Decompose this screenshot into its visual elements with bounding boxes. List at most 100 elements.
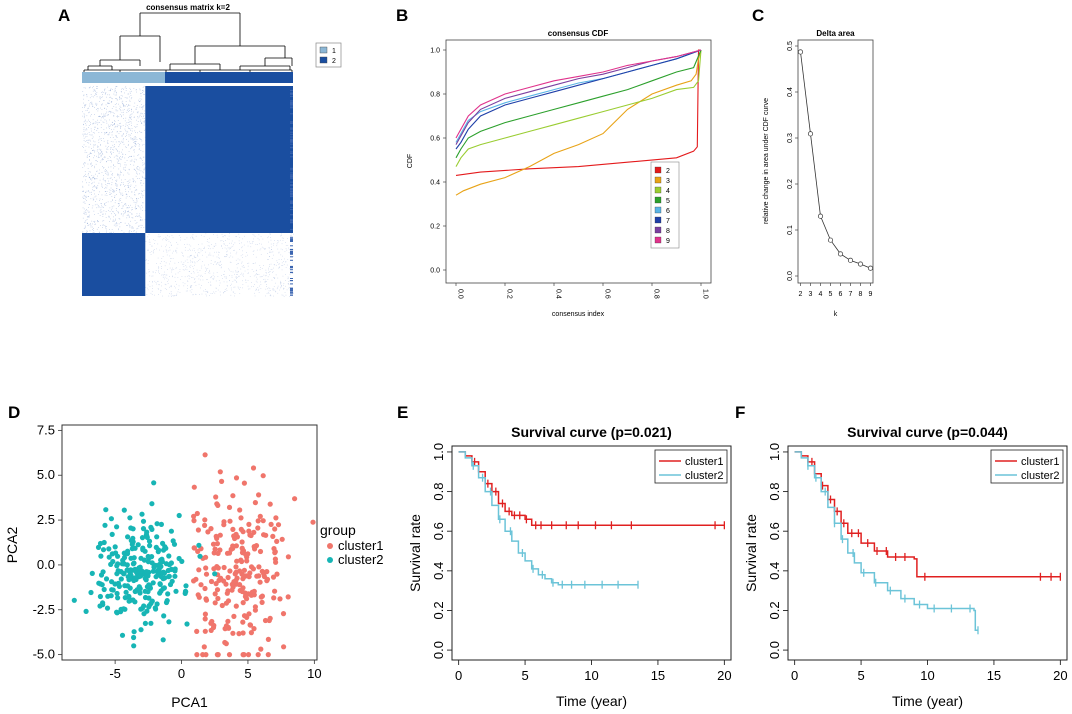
heatmap-noise-cell xyxy=(98,116,99,117)
heatmap-noise-cell xyxy=(292,249,294,251)
heatmap-noise-cell xyxy=(187,281,189,282)
heatmap-noise-cell xyxy=(112,152,114,153)
heatmap-noise-cell xyxy=(129,160,131,162)
heatmap-noise-cell xyxy=(235,253,237,255)
heatmap-noise-cell xyxy=(116,186,118,187)
heatmap-noise-cell xyxy=(130,95,132,96)
pca-point-cluster2 xyxy=(136,584,142,590)
heatmap-noise-cell xyxy=(100,138,102,139)
heatmap-noise-cell xyxy=(140,113,142,115)
heatmap-noise-cell xyxy=(119,97,120,99)
heatmap-noise-cell xyxy=(124,186,125,187)
pca-point-cluster1 xyxy=(277,596,283,602)
pca-point-cluster2 xyxy=(138,555,144,561)
heatmap-noise-cell xyxy=(259,285,260,287)
heatmap-noise-cell xyxy=(96,187,97,189)
heatmap-noise-cell xyxy=(128,210,129,212)
heatmap-noise-cell xyxy=(174,285,175,287)
heatmap-noise-cell xyxy=(151,251,153,252)
pca-point-cluster2 xyxy=(98,553,104,559)
heatmap-noise-cell xyxy=(226,281,228,283)
heatmap-noise-cell xyxy=(124,162,126,163)
heatmap-noise-cell xyxy=(94,141,96,143)
heatmap-noise-cell xyxy=(197,255,198,256)
heatmap-noise-cell xyxy=(157,243,159,245)
heatmap-noise-cell xyxy=(102,91,103,93)
heatmap-noise-cell xyxy=(245,255,247,257)
heatmap-noise-cell xyxy=(193,282,195,283)
heatmap-noise-cell xyxy=(120,126,122,127)
heatmap-noise-cell xyxy=(209,248,211,250)
heatmap-noise-cell xyxy=(106,108,107,110)
heatmap-noise-cell xyxy=(83,127,85,129)
heatmap-noise-cell xyxy=(190,261,192,263)
heatmap-noise-cell xyxy=(193,255,195,257)
heatmap-noise-cell xyxy=(104,204,105,206)
heatmap-noise-cell xyxy=(151,294,153,295)
heatmap-noise-cell xyxy=(126,97,128,99)
heatmap-noise-cell xyxy=(136,124,138,125)
heatmap-noise-cell xyxy=(114,213,115,214)
pca-point-cluster1 xyxy=(201,644,207,650)
heatmap-noise-cell xyxy=(210,263,212,264)
heatmap-noise-cell xyxy=(129,114,131,116)
pca-point-cluster1 xyxy=(257,513,263,520)
heatmap-noise-cell xyxy=(115,148,117,150)
heatmap-noise-cell xyxy=(142,206,143,208)
heatmap-noise-cell xyxy=(222,247,223,249)
heatmap-noise-cell xyxy=(135,137,137,139)
heatmap-edge-mark xyxy=(290,133,293,135)
pca-point-cluster1 xyxy=(248,532,254,539)
heatmap-noise-cell xyxy=(125,191,127,192)
heatmap-noise-cell xyxy=(85,119,86,121)
heatmap-noise-cell xyxy=(165,239,166,241)
heatmap-noise-cell xyxy=(288,252,290,253)
heatmap-noise-cell xyxy=(96,96,98,98)
pca-point-cluster1 xyxy=(255,652,261,658)
heatmap-noise-cell xyxy=(180,261,182,263)
heatmap-noise-cell xyxy=(251,286,252,288)
heatmap-noise-cell xyxy=(84,176,86,177)
pca-point-cluster1 xyxy=(230,526,236,533)
heatmap-noise-cell xyxy=(264,248,266,250)
heatmap-noise-cell xyxy=(210,277,211,279)
heatmap-noise-cell xyxy=(281,265,283,266)
heatmap-noise-cell xyxy=(277,277,279,279)
pca-point-cluster1 xyxy=(272,526,278,532)
heatmap-noise-cell xyxy=(88,207,89,208)
heatmap-noise-cell xyxy=(109,232,111,233)
heatmap-noise-cell xyxy=(184,283,186,285)
heatmap-noise-cell xyxy=(87,109,88,111)
heatmap-edge-mark xyxy=(290,239,293,241)
heatmap-noise-cell xyxy=(175,267,177,268)
heatmap-noise-cell xyxy=(265,280,266,282)
heatmap-noise-cell xyxy=(191,254,192,256)
heatmap-noise-cell xyxy=(235,259,237,261)
panel-letter-f: F xyxy=(735,403,745,422)
heatmap-noise-cell xyxy=(262,238,264,240)
km-ylabel: Survival rate xyxy=(743,514,759,592)
heatmap-noise-cell xyxy=(99,215,101,216)
heatmap-noise-cell xyxy=(259,265,261,266)
heatmap-noise-cell xyxy=(85,104,87,105)
pca-point-cluster1 xyxy=(275,522,282,528)
heatmap-noise-cell xyxy=(214,246,215,247)
heatmap-noise-cell xyxy=(257,237,259,239)
heatmap-noise-cell xyxy=(115,225,117,227)
heatmap-noise-cell xyxy=(101,151,103,153)
heatmap-noise-cell xyxy=(105,227,106,229)
heatmap-edge-mark xyxy=(290,202,293,204)
heatmap-noise-cell xyxy=(138,154,140,156)
pca-point-cluster2 xyxy=(183,583,189,589)
heatmap-noise-cell xyxy=(195,235,197,237)
heatmap-noise-cell xyxy=(127,105,128,107)
heatmap-noise-cell xyxy=(114,223,116,225)
heatmap-noise-cell xyxy=(140,217,142,218)
heatmap-edge-mark xyxy=(290,131,293,133)
heatmap-noise-cell xyxy=(241,247,242,249)
heatmap-noise-cell xyxy=(186,266,188,268)
heatmap-noise-cell xyxy=(284,292,286,293)
heatmap-noise-cell xyxy=(89,87,90,88)
heatmap-noise-cell xyxy=(204,247,205,249)
pca-point-cluster1 xyxy=(233,564,239,570)
